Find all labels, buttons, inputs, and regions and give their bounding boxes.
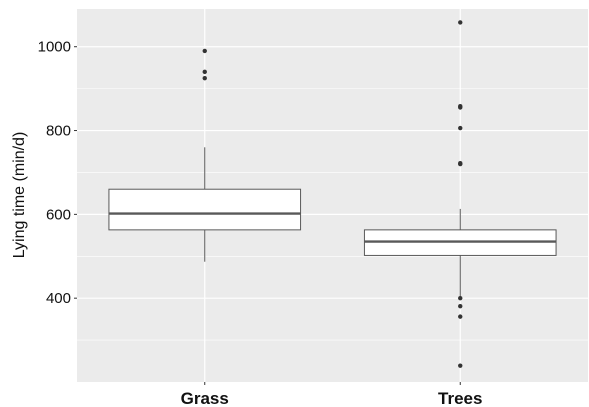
y-tick-label: 800 [46, 123, 71, 140]
x-tick-label: Grass [181, 389, 229, 407]
outlier-point [458, 20, 463, 25]
y-axis-ticks: 400 600 800 1000 [38, 39, 77, 307]
box-trees [363, 20, 557, 368]
x-tick-label: Trees [438, 389, 482, 407]
outlier-point [458, 125, 463, 131]
outlier-point [458, 295, 463, 301]
outlier-point [458, 303, 463, 309]
y-tick-label: 600 [46, 206, 71, 223]
outlier-point [202, 48, 207, 54]
y-axis-title: Lying time (min/d) [11, 132, 28, 259]
grid-minor-lines [77, 88, 588, 341]
outlier-point [458, 363, 463, 368]
box-iqr [108, 188, 302, 231]
outlier-point [458, 161, 463, 167]
x-axis-ticks: Grass Trees [181, 382, 482, 407]
boxes-layer [108, 20, 557, 368]
outlier-point [202, 69, 207, 75]
y-tick-label: 400 [46, 290, 71, 307]
outlier-point [202, 75, 207, 81]
y-tick-label: 1000 [38, 39, 71, 56]
box-grass [108, 48, 302, 262]
outlier-point [458, 105, 463, 110]
outlier-point [458, 314, 463, 319]
